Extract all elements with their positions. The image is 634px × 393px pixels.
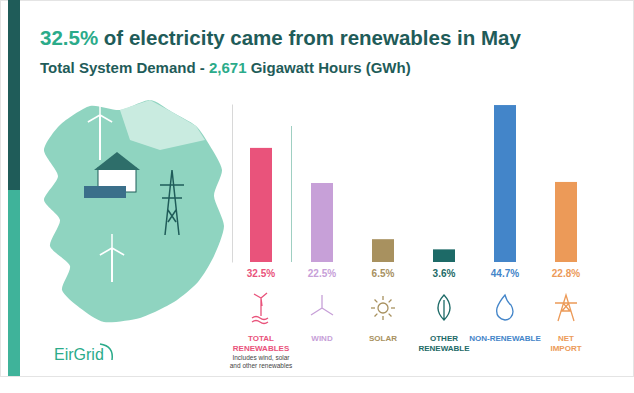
icon-part [311, 295, 333, 315]
turbine-blade [88, 115, 100, 122]
icon [497, 295, 513, 320]
icon [252, 293, 268, 324]
chart-svg: 32.5% of electricity came from renewable… [0, 0, 634, 393]
bars [250, 105, 577, 262]
bar [555, 182, 577, 262]
turbine-blade [100, 248, 112, 255]
category-label: SOLAR [369, 334, 397, 343]
frame [1, 1, 634, 377]
category-label: NON-RENEWABLE [469, 334, 541, 343]
turbine-blade [100, 115, 112, 122]
title: 32.5% of electricity came from renewable… [40, 26, 521, 49]
logo-swoosh [100, 344, 112, 360]
data-label: 32.5% [247, 268, 275, 279]
icon-part [391, 307, 395, 308]
data-label: 22.5% [308, 268, 336, 279]
icon [311, 295, 333, 315]
separator [291, 126, 292, 262]
map [44, 100, 224, 322]
subtitle: Total System Demand - 2,671 Gigawatt Hou… [40, 59, 411, 76]
icon-part [382, 296, 383, 300]
data-label: 6.5% [372, 268, 395, 279]
category-label: WIND [311, 334, 333, 343]
solar-panels [84, 186, 126, 198]
turbine-blade [112, 248, 124, 255]
icon-part [555, 295, 577, 321]
stripe-bottom [8, 190, 20, 376]
category-label: TOTALRENEWABLES [233, 334, 290, 353]
category-label: OTHERRENEWABLE [418, 334, 470, 353]
bar [311, 183, 333, 262]
pylon [160, 170, 184, 235]
category-label: NETIMPORT [550, 334, 581, 353]
y-axis [232, 105, 233, 263]
map-north [120, 100, 205, 150]
icon [555, 295, 577, 321]
icon-part [375, 314, 378, 317]
annotation: Includes wind, solarand other renewables [230, 354, 293, 369]
icon-part [497, 295, 513, 320]
turbine-blade [111, 234, 113, 248]
icon [371, 296, 395, 320]
turbine-blade [99, 101, 101, 115]
icon-part [378, 303, 388, 313]
icon-part [438, 295, 450, 320]
data-label: 22.8% [552, 268, 580, 279]
bar [494, 105, 516, 262]
icon-part [371, 307, 375, 308]
icon-part [375, 300, 378, 303]
stripe-top [8, 0, 20, 190]
logo: EirGrid [54, 346, 104, 363]
data-label: 3.6% [433, 268, 456, 279]
icon-part [252, 293, 268, 324]
icon-part [389, 300, 392, 303]
turbine-tower-1 [111, 248, 113, 282]
icon-part [389, 314, 392, 317]
map-shape [44, 100, 224, 322]
turbine-tower-0 [99, 115, 101, 160]
bar [250, 148, 272, 262]
bar [372, 239, 394, 262]
data-label: 44.7% [491, 268, 519, 279]
icon-part [382, 316, 383, 320]
y-axis-line [232, 105, 233, 263]
icon [438, 295, 450, 320]
bar [433, 249, 455, 262]
